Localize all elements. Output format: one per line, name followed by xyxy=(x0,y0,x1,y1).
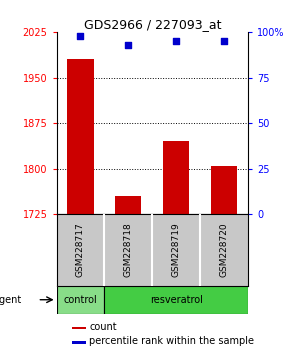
Text: resveratrol: resveratrol xyxy=(150,295,203,305)
Bar xyxy=(104,286,248,314)
Bar xyxy=(72,327,86,329)
Bar xyxy=(211,166,237,215)
Text: count: count xyxy=(89,322,117,332)
Text: percentile rank within the sample: percentile rank within the sample xyxy=(89,336,254,346)
Bar xyxy=(115,196,142,215)
Text: GSM228719: GSM228719 xyxy=(172,223,181,278)
Bar xyxy=(72,341,86,344)
Text: GSM228717: GSM228717 xyxy=(76,223,85,278)
Text: GSM228720: GSM228720 xyxy=(220,223,229,277)
Point xyxy=(78,33,83,38)
Title: GDS2966 / 227093_at: GDS2966 / 227093_at xyxy=(84,18,221,31)
Bar xyxy=(67,59,94,215)
Bar xyxy=(57,286,104,314)
Text: control: control xyxy=(64,295,97,305)
Point xyxy=(222,38,226,44)
Bar xyxy=(163,142,189,215)
Text: agent: agent xyxy=(0,295,22,305)
Point xyxy=(174,38,178,44)
Text: GSM228718: GSM228718 xyxy=(124,223,133,278)
Point xyxy=(126,42,130,47)
